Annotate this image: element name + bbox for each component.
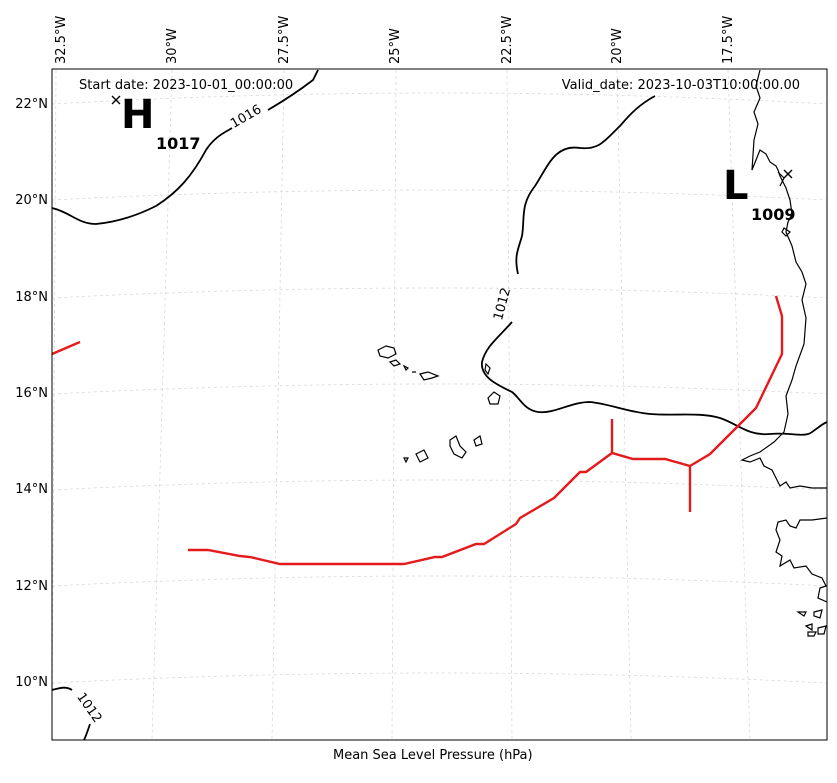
lat-label-12n: 12°N: [15, 579, 48, 594]
front-main: [188, 295, 784, 566]
island-fogo: [415, 449, 429, 463]
low-pressure-letter: L: [723, 163, 749, 209]
lon-label-20w: 20°W: [610, 28, 625, 64]
isobar-label-1016: 1016: [228, 102, 264, 132]
island-santa-luzia: [402, 364, 410, 372]
island-maio: [473, 435, 483, 447]
island-sal: [484, 362, 491, 376]
lat-label-14n: 14°N: [15, 482, 48, 497]
low-center-cross-icon: [783, 169, 793, 179]
parallel-12n: [51, 575, 828, 587]
island-santiago: [449, 435, 467, 459]
parallel-16n: [51, 383, 828, 395]
island-sao-vicente: [388, 359, 402, 367]
meridian-22-5w: [506, 69, 513, 741]
island-sao-nicolau: [412, 371, 440, 381]
island-santo-antao: [377, 345, 397, 359]
lat-label-20n: 20°N: [15, 193, 48, 208]
isobar-1012-south: [51, 686, 91, 741]
meridian-32-5w: [51, 69, 57, 741]
lat-label-10n: 10°N: [15, 675, 48, 690]
valid-date: Valid_date: 2023-10-03T10:00:00.00: [561, 78, 800, 93]
parallel-14n: [51, 479, 828, 491]
parallel-22n: [51, 92, 828, 105]
isobar-label-1012: 1012: [491, 286, 514, 322]
meridian-25w: [391, 69, 397, 741]
africa-coast-detail: [777, 171, 791, 237]
fronts: [51, 295, 784, 566]
isobar-1016: [51, 69, 319, 225]
island-boa-vista: [487, 391, 501, 405]
island-brava: [403, 457, 409, 464]
islands-bijagos: [796, 609, 827, 637]
parallel-10n: [51, 672, 828, 684]
high-pressure-letter: H: [121, 92, 155, 138]
isobars: [51, 69, 828, 741]
lat-label-22n: 22°N: [15, 97, 48, 112]
map-frame: [51, 68, 828, 741]
coastline: [377, 69, 828, 637]
high-pressure-value: 1017: [156, 134, 201, 153]
lon-label-27-5w: 27.5°W: [277, 15, 292, 64]
high-center-cross-icon: [111, 95, 121, 105]
lon-label-30w: 30°W: [165, 28, 180, 64]
africa-coast: [740, 69, 828, 603]
meridian-17-5w: [727, 69, 751, 741]
meridian-20w: [616, 69, 632, 741]
front-west-segment: [51, 340, 81, 356]
parallel-20n: [51, 189, 828, 201]
lon-label-25w: 25°W: [388, 28, 403, 64]
meridian-27-5w: [271, 69, 285, 741]
parallel-18n: [51, 287, 828, 299]
isobar-1012: [481, 95, 828, 436]
low-pressure-value: 1009: [751, 205, 796, 224]
lon-label-17-5w: 17.5°W: [721, 15, 736, 64]
lat-label-16n: 16°N: [15, 386, 48, 401]
lon-label-22-5w: 22.5°W: [500, 15, 515, 64]
map-caption: Mean Sea Level Pressure (hPa): [333, 748, 533, 763]
graticule: [51, 69, 828, 741]
center-markers: [111, 95, 793, 179]
isobar-label-1012-south: 1012: [73, 690, 104, 726]
start-date: Start date: 2023-10-01_00:00:00: [79, 78, 294, 93]
meridian-30w: [151, 69, 173, 741]
lon-label-32-5w: 32.5°W: [54, 15, 69, 64]
lat-label-18n: 18°N: [15, 290, 48, 305]
